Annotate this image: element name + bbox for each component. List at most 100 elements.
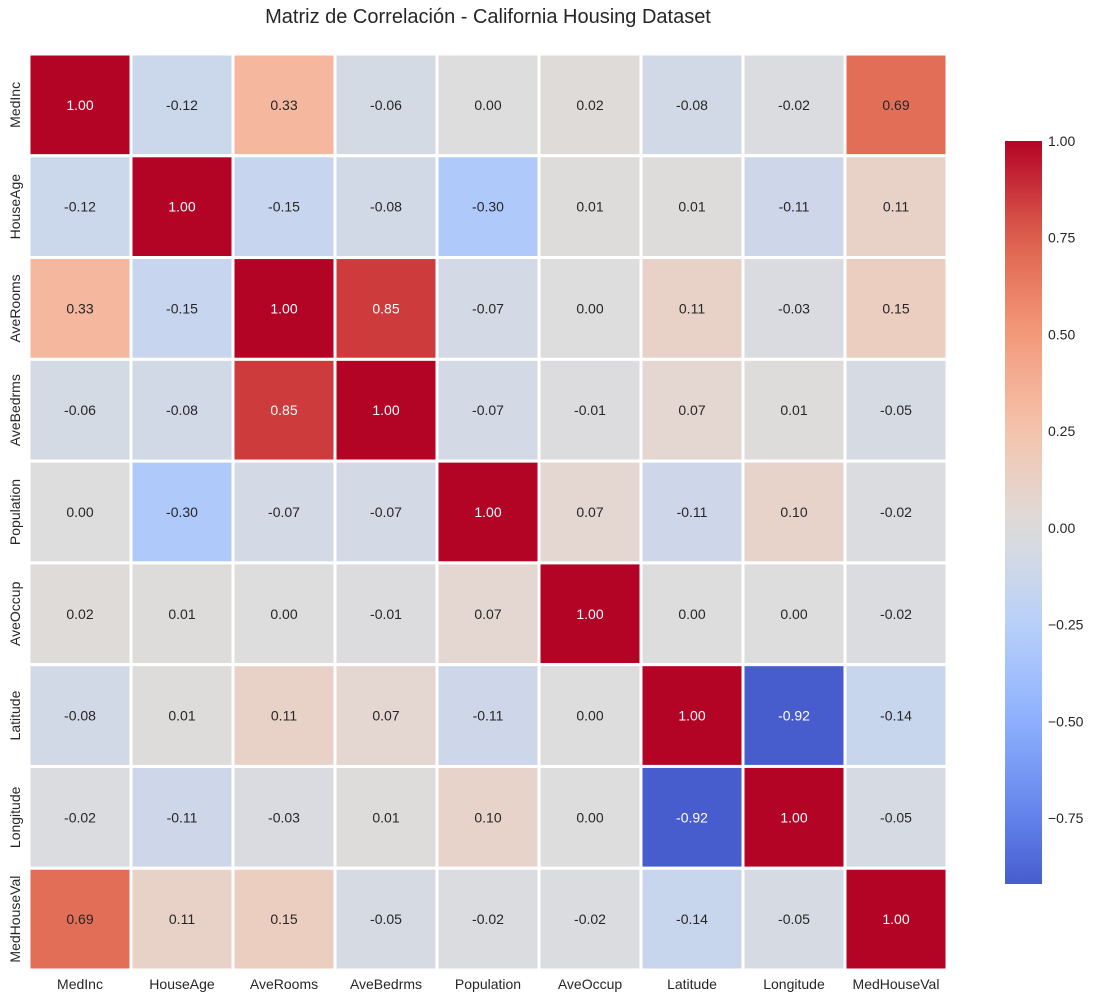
heatmap-cell-HouseAge-MedHouseVal <box>843 154 949 260</box>
heatmap-cell-Population-HouseAge <box>129 459 235 565</box>
colorbar-tick-label: 0.75 <box>1048 230 1075 246</box>
heatmap-cell-Population-AveOccup <box>537 459 643 565</box>
cell-value-label: -0.05 <box>778 911 810 927</box>
cell-value-label: 0.11 <box>169 911 195 927</box>
cell-value-label: -0.02 <box>574 911 606 927</box>
cell-value-label: -0.30 <box>472 199 504 215</box>
cell-value-label: 0.10 <box>474 809 501 825</box>
cell-value-label: 1.00 <box>474 504 501 520</box>
heatmap-cell-MedInc-Latitude <box>639 52 745 158</box>
y-tick-label: HouseAge <box>7 174 23 240</box>
cell-value-label: 0.00 <box>576 809 603 825</box>
heatmap-cell-AveBedrms-HouseAge <box>129 357 235 463</box>
cell-value-label: 1.00 <box>270 300 297 316</box>
heatmap-cell-Latitude-HouseAge <box>129 663 235 768</box>
heatmap-cell-AveOccup-MedInc <box>27 561 133 667</box>
cell-value-label: -0.07 <box>268 504 300 520</box>
heatmap-cell-AveBedrms-Population <box>435 357 541 463</box>
cell-value-label: 0.15 <box>882 300 909 316</box>
cell-value-label: 0.00 <box>780 606 807 622</box>
heatmap-cell-Population-Population <box>435 459 541 565</box>
cell-value-label: -0.92 <box>778 708 810 724</box>
colorbar-tick-label: 0.00 <box>1048 520 1075 536</box>
cell-value-label: 0.69 <box>882 97 909 113</box>
heatmap-cell-MedInc-MedHouseVal <box>843 52 949 158</box>
cell-value-label: 0.10 <box>780 504 807 520</box>
cell-value-label: 0.07 <box>576 504 603 520</box>
x-tick-label: AveRooms <box>250 976 318 992</box>
cell-value-label: -0.03 <box>268 809 300 825</box>
y-tick-label: AveRooms <box>7 274 23 342</box>
cell-value-label: -0.05 <box>880 809 912 825</box>
heatmap-cell-AveOccup-AveOccup <box>537 561 643 667</box>
colorbar-tick-label: −0.50 <box>1048 713 1084 729</box>
cell-value-label: -0.12 <box>166 97 198 113</box>
cell-value-label: 0.02 <box>576 97 603 113</box>
cell-value-label: 0.02 <box>66 606 93 622</box>
heatmap-cell-Longitude-AveBedrms <box>333 764 439 870</box>
heatmap-cell-HouseAge-Population <box>435 154 541 260</box>
colorbar-tick-label: 1.00 <box>1048 133 1075 149</box>
x-tick-label: MedInc <box>57 976 103 992</box>
heatmap-cell-MedHouseVal-HouseAge <box>129 866 235 972</box>
cell-value-label: 0.69 <box>66 911 93 927</box>
y-tick-label: Latitude <box>7 690 23 740</box>
heatmap-cell-MedHouseVal-Longitude <box>741 866 847 972</box>
heatmap-cell-AveRooms-AveOccup <box>537 256 643 361</box>
heatmap-cell-MedHouseVal-MedHouseVal <box>843 866 949 972</box>
heatmap-cell-AveBedrms-AveBedrms <box>333 357 439 463</box>
cell-value-label: -0.08 <box>676 97 708 113</box>
cell-value-label: 1.00 <box>168 199 195 215</box>
cell-value-label: 1.00 <box>66 97 93 113</box>
cell-value-label: -0.07 <box>472 300 504 316</box>
y-axis-tick-labels: MedInc HouseAge AveRooms AveBedrms Populatio… <box>7 82 23 963</box>
cell-value-label: 0.11 <box>271 708 297 724</box>
heatmap-cell-Population-MedInc <box>27 459 133 565</box>
cell-value-label: 0.01 <box>372 809 399 825</box>
heatmap-cell-HouseAge-HouseAge <box>129 154 235 260</box>
cell-value-label: 0.11 <box>679 300 705 316</box>
heatmap-cell-HouseAge-AveBedrms <box>333 154 439 260</box>
cell-value-label: -0.92 <box>676 809 708 825</box>
cell-value-label: 0.00 <box>66 504 93 520</box>
heatmap-cell-MedHouseVal-MedInc <box>27 866 133 972</box>
cell-value-label: -0.12 <box>64 199 96 215</box>
colorbar-tick-label: −0.75 <box>1048 810 1084 826</box>
cell-value-label: -0.01 <box>574 402 606 418</box>
x-tick-label: AveBedrms <box>350 976 422 992</box>
cell-value-label: -0.06 <box>370 97 402 113</box>
heatmap-cell-Latitude-MedHouseVal <box>843 663 949 768</box>
cell-value-label: -0.03 <box>778 300 810 316</box>
cell-value-label: 0.07 <box>372 708 399 724</box>
x-tick-label: Population <box>455 976 521 992</box>
heatmap-cell-AveOccup-AveRooms <box>231 561 337 667</box>
cell-value-label: -0.14 <box>676 911 708 927</box>
heatmap-cell-MedInc-AveOccup <box>537 52 643 158</box>
x-tick-label: Latitude <box>667 976 717 992</box>
cell-value-label: 1.00 <box>780 809 807 825</box>
x-tick-label: Longitude <box>763 976 825 992</box>
cell-value-label: 0.11 <box>883 199 909 215</box>
heatmap-cells: 1.00 -0.12 0.33 -0.06 0.00 0.02 -0.08 -0.02 0.69… <box>27 52 949 972</box>
colorbar-tick-label: 0.50 <box>1048 326 1075 342</box>
cell-value-label: -0.11 <box>167 809 198 825</box>
cell-value-label: 0.07 <box>678 402 705 418</box>
cell-value-label: -0.05 <box>880 402 912 418</box>
heatmap-cell-HouseAge-AveOccup <box>537 154 643 260</box>
heatmap-cell-Population-AveRooms <box>231 459 337 565</box>
cell-value-label: 1.00 <box>882 911 909 927</box>
y-tick-label: MedInc <box>7 82 23 128</box>
heatmap-cell-Longitude-AveOccup <box>537 764 643 870</box>
cell-value-label: 1.00 <box>576 606 603 622</box>
y-tick-label: Longitude <box>7 786 23 848</box>
cell-value-label: -0.14 <box>880 708 912 724</box>
heatmap-cell-AveOccup-Population <box>435 561 541 667</box>
y-tick-label: Population <box>7 479 23 545</box>
cell-value-label: -0.11 <box>779 199 810 215</box>
x-axis-tick-labels: MedInc HouseAge AveRooms AveBedrms Populatio… <box>57 976 939 992</box>
heatmap-cell-Population-MedHouseVal <box>843 459 949 565</box>
cell-value-label: -0.05 <box>370 911 402 927</box>
colorbar: 1.00 0.75 0.50 0.25 0.00 −0.25 −0.50 −0.75 <box>1005 133 1084 884</box>
cell-value-label: -0.01 <box>370 606 402 622</box>
cell-value-label: -0.08 <box>166 402 198 418</box>
